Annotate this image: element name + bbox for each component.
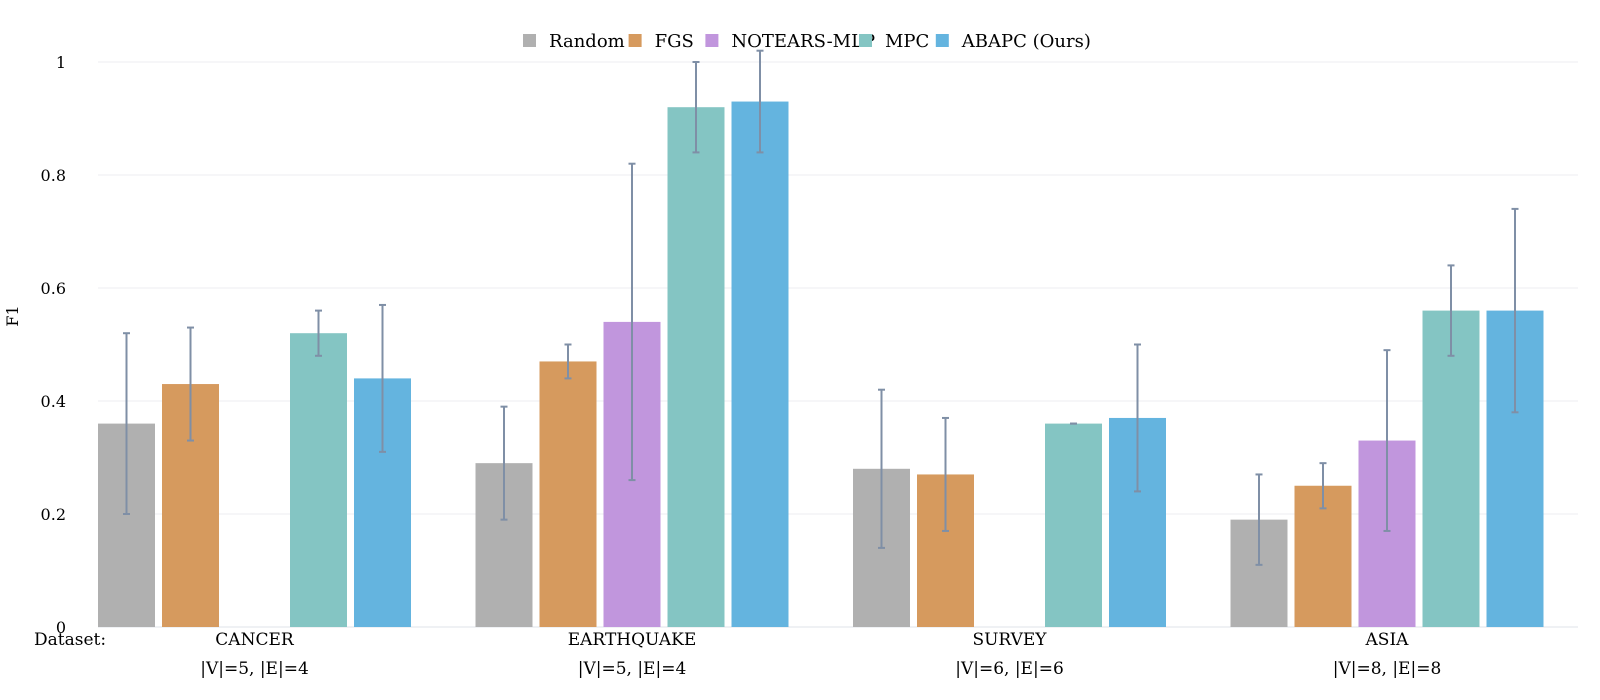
y-tick-label: 0.2: [41, 505, 66, 524]
legend-label: MPC: [885, 31, 929, 52]
y-tick-label: 1: [56, 53, 66, 72]
bar: [731, 101, 789, 628]
category-label: ASIA: [1365, 630, 1410, 650]
legend-swatch: [705, 34, 719, 47]
axes: F1 Dataset: 0 0.2 0.4 0.6 0.8 1 CANCER |V|=5, |…: [3, 53, 1441, 679]
category-sublabel: |V|=8, |E|=8: [1333, 659, 1442, 679]
legend-swatch: [628, 34, 642, 47]
category-label: CANCER: [215, 630, 295, 650]
bar: [539, 361, 597, 627]
legend-label: NOTEARS-MLP: [731, 31, 875, 52]
bar: [1045, 423, 1102, 627]
y-tick-label: 0: [56, 618, 66, 637]
legend-label: ABAPC (Ours): [961, 31, 1091, 52]
y-tick-label: 0.4: [41, 392, 66, 411]
legend-label: FGS: [655, 31, 694, 52]
category-sublabel: |V|=5, |E|=4: [200, 659, 309, 679]
bars: [98, 101, 1544, 628]
bar: [667, 107, 725, 627]
category-label: SURVEY: [972, 630, 1047, 650]
error-bars: [123, 49, 1519, 566]
category-sublabel: |V|=6, |E|=6: [955, 659, 1064, 679]
y-tick-label: 0.6: [41, 279, 66, 298]
legend-label: Random: [549, 31, 625, 52]
legend: Random FGS NOTEARS-MLP MPC ABAPC (Ours): [523, 31, 1091, 52]
y-axis-title: F1: [3, 305, 22, 326]
dataset-prefix-label: Dataset:: [34, 630, 106, 650]
bar: [1422, 310, 1480, 627]
category-sublabel: |V|=5, |E|=4: [578, 659, 687, 679]
legend-swatch: [935, 34, 949, 47]
category-label: EARTHQUAKE: [568, 630, 696, 650]
y-tick-label: 0.8: [41, 166, 66, 185]
legend-swatch: [523, 34, 536, 47]
bar: [290, 333, 347, 627]
legend-swatch: [859, 34, 872, 47]
